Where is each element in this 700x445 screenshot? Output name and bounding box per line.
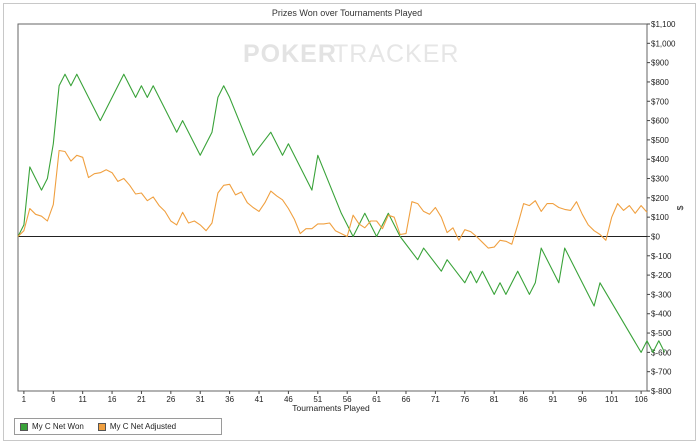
y-tick-label: $-500 xyxy=(651,329,672,338)
y-tick-label: $-200 xyxy=(651,271,672,280)
x-tick-label: 66 xyxy=(402,395,411,404)
poker-tracker-watermark: POKER TRACKER xyxy=(243,40,459,68)
x-tick-label: 21 xyxy=(137,395,146,404)
plot-area: $1,100 $1,000 $900 $800 $700 $600 $500 $400 $300… xyxy=(17,20,676,404)
chart-title: Prizes Won over Tournaments Played xyxy=(272,8,422,18)
x-tick-label: 86 xyxy=(519,395,528,404)
x-tick-label: 101 xyxy=(605,395,619,404)
y-tick-label: $1,100 xyxy=(651,20,676,29)
x-tick-label: 56 xyxy=(343,395,352,404)
x-tick-label: 106 xyxy=(634,395,648,404)
legend-swatch-net-adjusted xyxy=(97,422,106,431)
y-tick-label: $500 xyxy=(651,136,669,145)
x-tick-label: 71 xyxy=(431,395,440,404)
x-tick-label: 31 xyxy=(196,395,205,404)
x-tick-label: 36 xyxy=(225,395,234,404)
plot-border xyxy=(17,23,648,392)
legend-item-net-won[interactable]: My C Net Won xyxy=(20,422,84,431)
legend-swatch-net-won xyxy=(20,422,28,431)
x-tick-label: 11 xyxy=(79,395,88,404)
x-tick-label: 46 xyxy=(284,395,293,404)
y-axis-label: $ xyxy=(675,205,685,210)
x-axis-label: Tournaments Played xyxy=(292,403,370,413)
y-tick-label: $-600 xyxy=(651,348,672,357)
x-tick-label: 76 xyxy=(460,395,469,404)
y-tick-label: $800 xyxy=(651,78,669,87)
x-tick-label: 61 xyxy=(372,395,381,404)
y-tick-label: $-100 xyxy=(651,252,672,261)
y-tick-label: $100 xyxy=(651,213,669,222)
x-tick-label: 96 xyxy=(578,395,587,404)
y-tick-label: $0 xyxy=(651,232,660,241)
y-tick-label: $200 xyxy=(651,194,669,203)
x-tick-label: 51 xyxy=(313,395,322,404)
y-tick-label: $600 xyxy=(651,117,669,126)
y-tick-label: $300 xyxy=(651,175,669,184)
legend-label-net-won: My C Net Won xyxy=(32,422,84,431)
x-tick-label: 1 xyxy=(22,395,27,404)
y-tick-label: $-800 xyxy=(651,387,672,396)
y-tick-label: $-700 xyxy=(651,368,672,377)
chart-frame xyxy=(3,3,696,441)
x-tick-label: 16 xyxy=(108,395,117,404)
y-tick-label: $1,000 xyxy=(651,39,676,48)
x-tick-label: 26 xyxy=(166,395,175,404)
series-line-net-adjusted xyxy=(17,149,648,249)
legend-label-net-adjusted: My C Net Adjusted xyxy=(109,422,177,431)
x-tick-label: 81 xyxy=(490,395,499,404)
y-tick-label: $900 xyxy=(651,59,669,68)
series-line-net-won xyxy=(17,73,666,353)
x-tick-label: 91 xyxy=(548,395,557,404)
y-tick-label: $400 xyxy=(651,155,669,164)
x-tick-label: 6 xyxy=(51,395,56,404)
y-tick-label: $700 xyxy=(651,97,669,106)
y-tick-label: $-300 xyxy=(651,290,672,299)
y-tick-label: $-400 xyxy=(651,310,672,319)
watermark-tracker: TRACKER xyxy=(333,40,459,68)
legend: My C Net Won My C Net Adjusted xyxy=(14,418,222,435)
legend-item-net-adjusted[interactable]: My C Net Adjusted xyxy=(97,422,177,431)
watermark-poker: POKER xyxy=(243,40,337,68)
x-tick-label: 41 xyxy=(255,395,264,404)
